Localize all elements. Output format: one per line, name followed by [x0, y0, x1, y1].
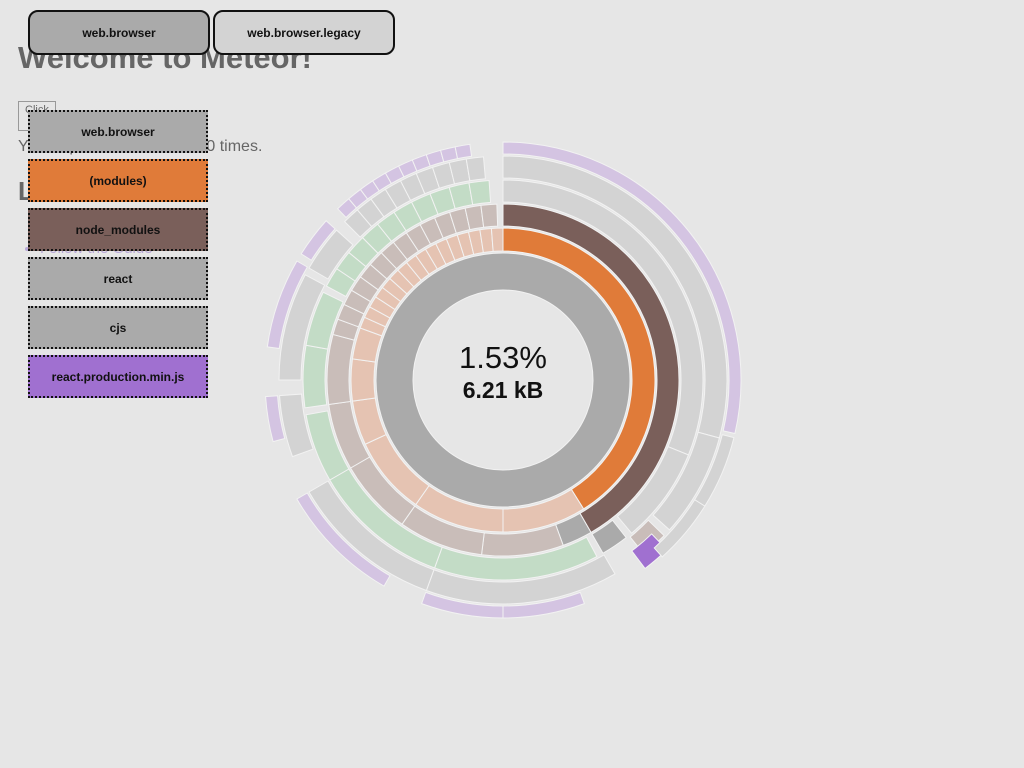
sunburst-segment[interactable] — [468, 179, 492, 206]
tab[interactable]: web.browser.legacy — [213, 10, 395, 55]
sunburst-segment[interactable] — [279, 393, 314, 458]
sunburst-segment[interactable] — [502, 141, 742, 435]
sunburst-segment[interactable] — [454, 143, 473, 160]
sunburst-segment[interactable] — [420, 591, 504, 619]
breadcrumb[interactable]: react.production.min.js — [28, 355, 208, 398]
breadcrumb[interactable]: web.browser — [28, 110, 208, 153]
sunburst-segment[interactable] — [490, 227, 504, 252]
center-label: 1.53% 6.21 kB — [403, 340, 603, 404]
size: 6.21 kB — [462, 377, 544, 403]
sunburst-segment[interactable] — [278, 274, 326, 381]
sunburst-segment[interactable] — [616, 446, 690, 534]
breadcrumb[interactable]: node_modules — [28, 208, 208, 251]
sunburst-segment[interactable] — [326, 333, 355, 406]
sunburst-segment[interactable] — [305, 291, 344, 350]
sunburst-segment[interactable] — [308, 229, 354, 280]
sunburst-segment[interactable] — [265, 395, 286, 443]
sunburst-segment[interactable] — [591, 519, 627, 554]
sunburst-segment[interactable] — [439, 146, 459, 163]
breadcrumb[interactable]: react — [28, 257, 208, 300]
sunburst-segment[interactable] — [296, 492, 391, 587]
sunburst-segment[interactable] — [350, 358, 376, 402]
sunburst-segment[interactable] — [631, 533, 668, 570]
sunburst-segment[interactable] — [375, 252, 631, 508]
breadcrumb[interactable]: cjs — [28, 306, 208, 349]
sunburst-segment[interactable] — [302, 344, 329, 409]
percentage: 1.53% — [459, 340, 547, 375]
sunburst-segment[interactable] — [266, 260, 308, 350]
sunburst-segment[interactable] — [653, 499, 706, 558]
sunburst-segment[interactable] — [465, 156, 486, 182]
sunburst-segment[interactable] — [305, 410, 350, 481]
tab[interactable]: web.browser — [28, 10, 210, 55]
sunburst-segment[interactable] — [652, 431, 720, 531]
sunburst-segment[interactable] — [480, 203, 499, 228]
sunburst-segment[interactable] — [308, 480, 435, 592]
sunburst-segment[interactable] — [300, 220, 336, 261]
breadcrumb[interactable]: (modules) — [28, 159, 208, 202]
